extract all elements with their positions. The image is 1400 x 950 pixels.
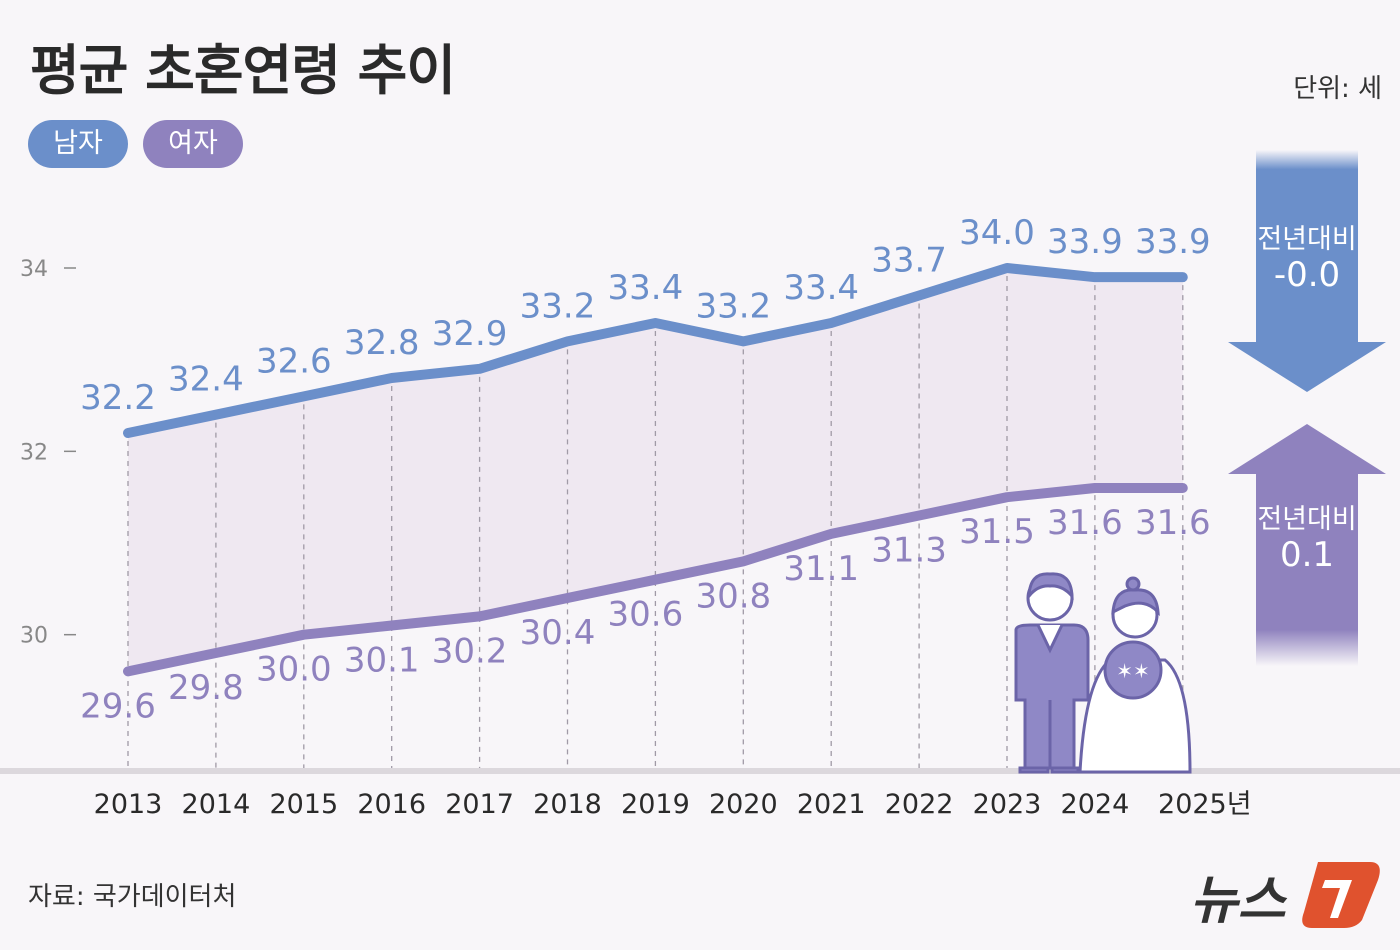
- data-label-men: 32.6: [256, 341, 332, 381]
- data-label-men: 32.4: [168, 360, 244, 400]
- data-label-women: 31.6: [1047, 503, 1123, 543]
- y-tick-label: 30: [20, 624, 48, 649]
- data-point-women: [302, 633, 305, 636]
- change-women-value: 0.1: [1280, 535, 1334, 575]
- data-label-women: 31.6: [1135, 503, 1211, 543]
- data-point-men: [478, 367, 481, 370]
- data-label-women: 31.5: [959, 512, 1035, 552]
- data-point-women: [214, 652, 217, 655]
- data-label-men: 33.4: [783, 268, 859, 308]
- x-axis-baseline: [0, 768, 1400, 774]
- change-arrow-women: 전년대비 0.1: [1228, 424, 1386, 666]
- data-label-women: 29.8: [168, 668, 244, 708]
- x-tick-label: 2013: [94, 789, 163, 820]
- x-tick-label: 2015: [269, 789, 338, 820]
- data-label-men: 32.8: [344, 323, 420, 363]
- data-label-men: 33.7: [871, 241, 947, 281]
- x-tick-label: 2021: [797, 789, 866, 820]
- data-point-women: [654, 578, 657, 581]
- svg-text:뉴스: 뉴스: [1190, 871, 1288, 931]
- x-tick-label: 2022: [885, 789, 954, 820]
- data-label-women: 30.0: [256, 650, 332, 690]
- source-label: 자료: 국가데이터처: [28, 882, 237, 912]
- data-label-men: 33.9: [1135, 222, 1211, 262]
- data-point-women: [566, 597, 569, 600]
- data-point-men: [566, 340, 569, 343]
- data-point-women: [478, 615, 481, 618]
- data-point-men: [1006, 267, 1008, 269]
- data-point-men: [1181, 276, 1184, 279]
- data-point-men: [302, 395, 305, 398]
- x-tick-label: 2020: [709, 789, 778, 820]
- x-tick-label: 2024: [1061, 789, 1130, 820]
- x-tick-label: 2018: [533, 789, 602, 820]
- data-label-men: 32.9: [432, 314, 508, 354]
- data-label-men: 33.2: [695, 286, 771, 326]
- y-tick-label: 32: [20, 440, 48, 465]
- data-label-women: 30.8: [695, 576, 771, 616]
- y-tick-label: 34: [20, 257, 48, 282]
- x-tick-label: 2019: [621, 789, 690, 820]
- data-label-women: 30.2: [432, 631, 508, 671]
- x-tick-label: 2023: [973, 789, 1042, 820]
- data-point-men: [654, 322, 657, 325]
- data-point-women: [742, 560, 745, 563]
- data-label-women: 31.3: [871, 531, 947, 571]
- legend-men: 남자: [28, 120, 128, 168]
- data-point-men: [214, 413, 217, 416]
- x-tick-label: 2014: [182, 789, 251, 820]
- change-women-label: 전년대비: [1257, 504, 1356, 535]
- data-label-men: 33.9: [1047, 222, 1123, 262]
- data-point-men: [742, 340, 745, 343]
- data-point-men: [127, 432, 129, 435]
- chart-title: 평균 초혼연령 추이: [30, 39, 456, 102]
- data-label-women: 31.1: [783, 549, 859, 589]
- unit-label: 단위: 세: [1293, 74, 1382, 104]
- change-arrow-men: 전년대비 -0.0: [1228, 150, 1386, 392]
- data-label-men: 32.2: [80, 378, 156, 418]
- data-point-women: [1093, 487, 1096, 490]
- data-point-men: [390, 377, 393, 380]
- data-point-women: [390, 624, 393, 627]
- data-label-men: 34.0: [959, 213, 1035, 253]
- data-label-men: 33.2: [520, 286, 596, 326]
- x-tick-label: 2025년: [1158, 789, 1252, 820]
- data-label-women: 29.6: [80, 686, 156, 726]
- x-tick-label: 2016: [357, 789, 426, 820]
- change-men-value: -0.0: [1274, 255, 1340, 295]
- data-point-women: [127, 670, 129, 673]
- svg-text:✶✶: ✶✶: [1116, 659, 1150, 683]
- data-label-women: 30.1: [344, 641, 420, 681]
- wedding-couple-illustration: ✶✶: [1014, 572, 1192, 774]
- change-men-label: 전년대비: [1257, 224, 1356, 255]
- data-point-women: [918, 514, 921, 517]
- data-point-men: [1093, 276, 1096, 279]
- data-point-men: [918, 294, 921, 297]
- data-label-women: 30.4: [520, 613, 596, 653]
- data-point-men: [830, 322, 833, 325]
- data-label-men: 33.4: [608, 268, 684, 308]
- news1-logo: 뉴스: [1190, 862, 1380, 931]
- x-tick-label: 2017: [445, 789, 514, 820]
- data-point-women: [830, 532, 833, 535]
- legend-women: 여자: [143, 120, 243, 168]
- data-point-women: [1006, 496, 1008, 499]
- data-label-women: 30.6: [608, 595, 684, 635]
- data-point-women: [1181, 487, 1184, 490]
